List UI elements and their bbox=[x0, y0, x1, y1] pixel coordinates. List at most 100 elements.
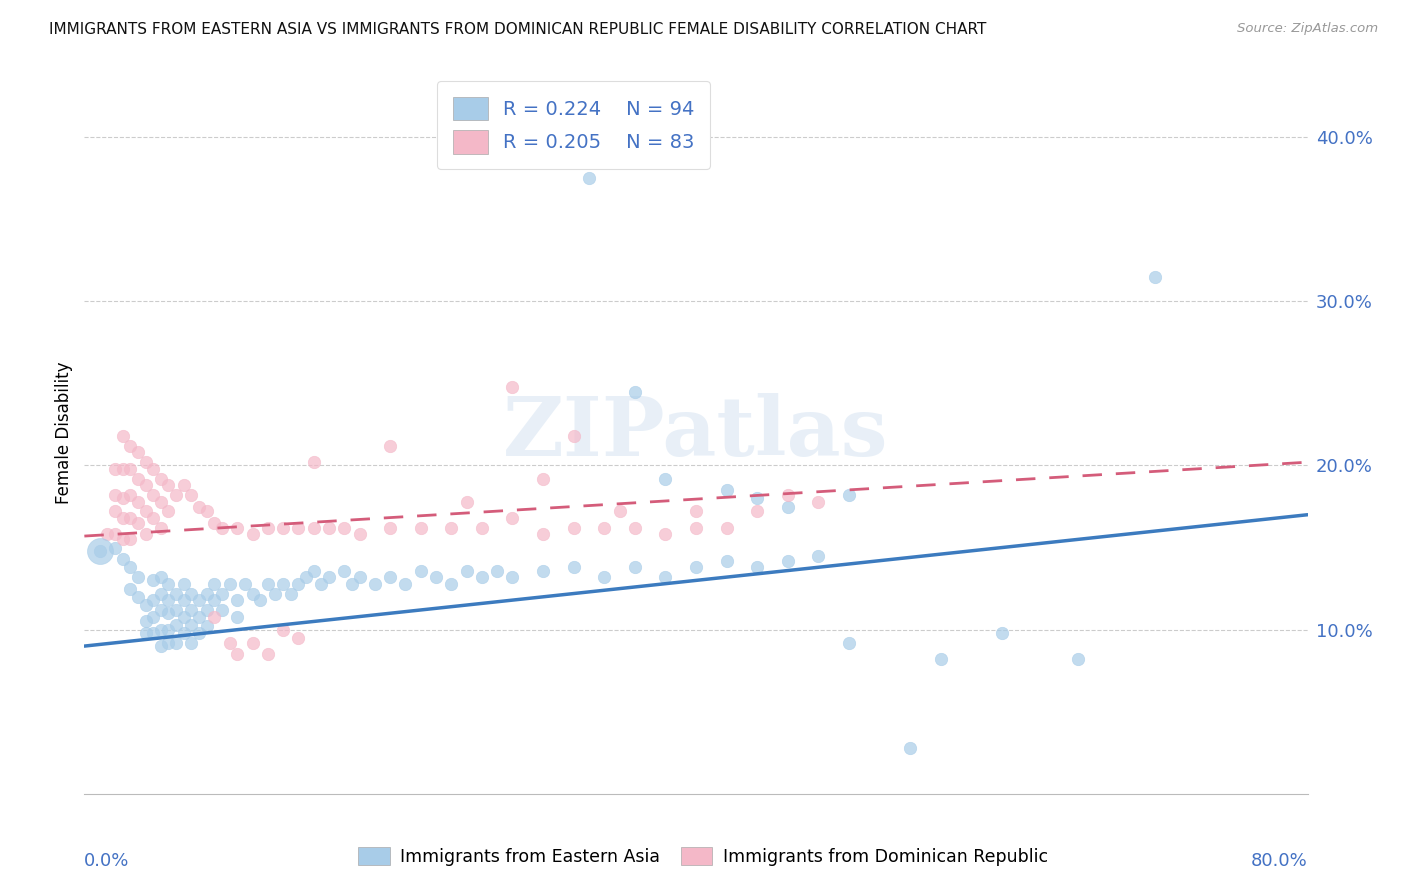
Point bbox=[149, 639, 172, 653]
Point bbox=[242, 586, 264, 600]
Point bbox=[531, 472, 554, 486]
Point bbox=[747, 504, 769, 518]
Point bbox=[318, 521, 340, 535]
Point bbox=[89, 544, 111, 558]
Point bbox=[127, 494, 149, 508]
Point bbox=[202, 576, 225, 591]
Point bbox=[593, 521, 616, 535]
Point bbox=[456, 494, 478, 508]
Point bbox=[333, 564, 356, 578]
Point bbox=[838, 488, 860, 502]
Point bbox=[271, 623, 294, 637]
Point bbox=[104, 504, 127, 518]
Point bbox=[226, 593, 249, 607]
Point bbox=[165, 488, 187, 502]
Point bbox=[349, 527, 371, 541]
Point bbox=[271, 576, 294, 591]
Point bbox=[127, 570, 149, 584]
Point bbox=[157, 576, 180, 591]
Point bbox=[776, 554, 799, 568]
Point bbox=[142, 626, 165, 640]
Point bbox=[333, 521, 356, 535]
Point bbox=[340, 576, 363, 591]
Point bbox=[898, 740, 921, 755]
Point bbox=[409, 564, 432, 578]
Point bbox=[173, 593, 195, 607]
Point bbox=[531, 564, 554, 578]
Point bbox=[111, 511, 134, 525]
Point bbox=[173, 626, 195, 640]
Text: 80.0%: 80.0% bbox=[1251, 852, 1308, 871]
Point bbox=[1067, 652, 1090, 666]
Point bbox=[807, 494, 830, 508]
Point bbox=[380, 439, 402, 453]
Point bbox=[716, 483, 738, 497]
Point bbox=[502, 379, 524, 393]
Point bbox=[302, 521, 325, 535]
Point bbox=[142, 574, 165, 588]
Point bbox=[1143, 269, 1166, 284]
Point bbox=[195, 586, 218, 600]
Point bbox=[593, 570, 616, 584]
Point bbox=[96, 527, 118, 541]
Point bbox=[440, 576, 463, 591]
Point bbox=[188, 593, 211, 607]
Legend: R = 0.224    N = 94, R = 0.205    N = 83: R = 0.224 N = 94, R = 0.205 N = 83 bbox=[437, 81, 710, 169]
Point bbox=[135, 527, 157, 541]
Point bbox=[111, 461, 134, 475]
Point bbox=[211, 586, 233, 600]
Point bbox=[142, 488, 165, 502]
Point bbox=[157, 636, 180, 650]
Point bbox=[264, 586, 287, 600]
Text: Source: ZipAtlas.com: Source: ZipAtlas.com bbox=[1237, 22, 1378, 36]
Point bbox=[838, 636, 860, 650]
Point bbox=[685, 521, 707, 535]
Point bbox=[180, 617, 202, 632]
Point bbox=[716, 521, 738, 535]
Point bbox=[456, 564, 478, 578]
Point bbox=[165, 636, 187, 650]
Point bbox=[157, 504, 180, 518]
Point bbox=[89, 544, 111, 558]
Point bbox=[165, 586, 187, 600]
Point bbox=[257, 521, 280, 535]
Point bbox=[111, 533, 134, 547]
Point bbox=[280, 586, 302, 600]
Point bbox=[531, 527, 554, 541]
Point bbox=[257, 648, 280, 662]
Point bbox=[157, 607, 180, 621]
Point bbox=[120, 582, 142, 596]
Point bbox=[562, 429, 585, 443]
Point bbox=[173, 576, 195, 591]
Point bbox=[302, 564, 325, 578]
Point bbox=[471, 521, 494, 535]
Point bbox=[562, 521, 585, 535]
Point bbox=[202, 609, 225, 624]
Point bbox=[180, 586, 202, 600]
Point bbox=[609, 504, 631, 518]
Point bbox=[142, 511, 165, 525]
Point bbox=[120, 488, 142, 502]
Point bbox=[111, 552, 134, 566]
Point bbox=[120, 439, 142, 453]
Point bbox=[318, 570, 340, 584]
Point bbox=[104, 541, 127, 555]
Point bbox=[380, 570, 402, 584]
Point bbox=[226, 521, 249, 535]
Point bbox=[135, 615, 157, 629]
Point bbox=[486, 564, 509, 578]
Point bbox=[471, 570, 494, 584]
Point bbox=[127, 590, 149, 604]
Point bbox=[120, 461, 142, 475]
Y-axis label: Female Disability: Female Disability bbox=[55, 361, 73, 504]
Point bbox=[195, 603, 218, 617]
Legend: Immigrants from Eastern Asia, Immigrants from Dominican Republic: Immigrants from Eastern Asia, Immigrants… bbox=[350, 838, 1056, 874]
Point bbox=[120, 560, 142, 574]
Point bbox=[149, 494, 172, 508]
Point bbox=[149, 586, 172, 600]
Point bbox=[242, 636, 264, 650]
Text: 0.0%: 0.0% bbox=[84, 852, 129, 871]
Point bbox=[624, 521, 647, 535]
Point bbox=[233, 576, 256, 591]
Point bbox=[180, 488, 202, 502]
